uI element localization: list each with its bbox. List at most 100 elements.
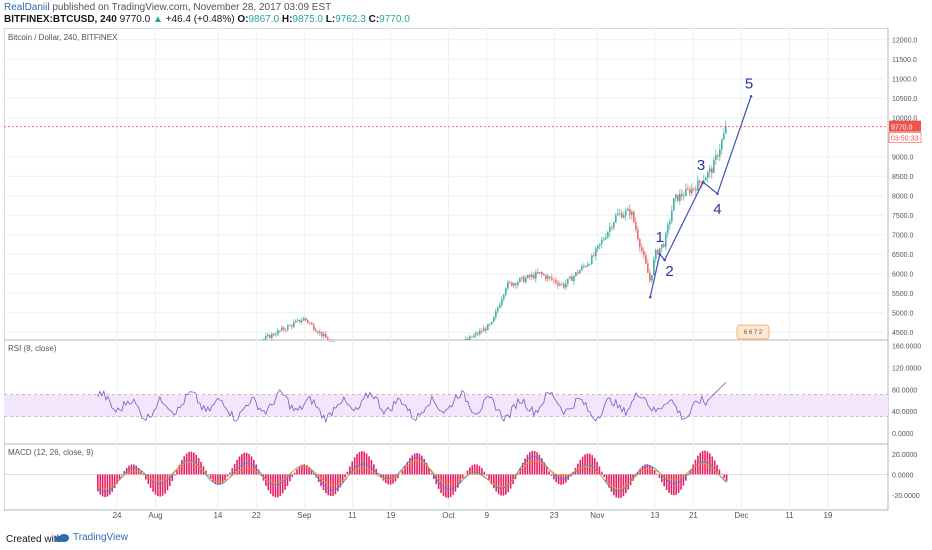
macd-histogram-bar <box>286 474 289 486</box>
footer: Created with TradingView <box>0 530 932 550</box>
wave-point <box>663 258 666 262</box>
candle-body <box>553 279 555 281</box>
candle-body <box>711 168 713 174</box>
macd-histogram-bar <box>598 466 601 475</box>
candle-body <box>513 283 515 286</box>
candle-body <box>707 171 709 178</box>
macd-histogram-bar <box>440 474 442 493</box>
candle-body <box>675 194 677 199</box>
candle-body <box>639 239 641 248</box>
macd-histogram-bar <box>368 456 370 475</box>
macd-histogram-bar <box>97 474 99 492</box>
macd-histogram-bar <box>109 474 111 495</box>
macd-histogram-bar <box>445 474 447 498</box>
macd-histogram-bar <box>677 474 680 493</box>
macd-histogram-bar <box>601 471 603 475</box>
candle-body <box>635 222 637 230</box>
price-tick-label: 10500.0 <box>892 96 917 103</box>
price-tick-label: 11000.0 <box>892 77 917 84</box>
macd-histogram-bar <box>553 474 555 480</box>
x-tick-label: 19 <box>823 511 832 520</box>
candle-body <box>661 244 663 249</box>
macd-histogram-bar <box>169 474 171 487</box>
macd-histogram-bar <box>99 474 102 495</box>
candle-body <box>677 194 679 201</box>
candle-body <box>493 316 495 322</box>
macd-histogram-bar <box>608 474 610 488</box>
macd-histogram-bar <box>272 474 274 497</box>
macd-histogram-bar <box>260 474 262 476</box>
macd-histogram-bar <box>526 454 529 475</box>
macd-histogram-bar <box>682 474 685 486</box>
candle-body <box>511 282 513 286</box>
candle-body <box>515 283 517 286</box>
open-value: 9867.0 <box>248 14 280 25</box>
candle-body <box>709 168 711 172</box>
macd-histogram-bar <box>269 474 272 494</box>
macd-histogram-bar <box>279 474 282 496</box>
candle-body <box>485 328 487 331</box>
price-tick-label: 11500.0 <box>892 57 917 64</box>
macd-histogram-bar <box>188 451 190 475</box>
macd-histogram-bar <box>521 462 524 475</box>
macd-histogram-bar <box>483 471 486 475</box>
candle-body <box>719 149 721 157</box>
wave-point <box>749 94 753 98</box>
macd-tick-label: -20.0000 <box>892 493 920 500</box>
candle-body <box>691 188 693 194</box>
author-link[interactable]: RealDaniil <box>4 2 50 13</box>
macd-histogram-bar <box>639 468 642 475</box>
candle-body <box>525 278 527 283</box>
macd-histogram-bar <box>447 474 450 498</box>
macd-histogram-bar <box>725 474 728 482</box>
open-label: O: <box>237 14 249 25</box>
chart-area[interactable]: 24 Aug 14 22 Sep 11 19 Oct 9 23 Nov 13 21 Dec 11 19 1200… <box>3 27 924 528</box>
candle-body <box>289 325 291 326</box>
macd-histogram-bar <box>130 464 133 475</box>
macd-histogram-bar <box>149 474 152 489</box>
candle-body <box>265 336 267 340</box>
candle-body <box>269 334 271 339</box>
wave-label-1: 1 <box>656 229 664 246</box>
cloud-icon <box>55 533 69 542</box>
candle-body <box>539 272 541 274</box>
tradingview-brand[interactable]: TradingView <box>54 532 128 543</box>
macd-histogram-bar <box>229 472 231 475</box>
candle-body <box>301 320 303 323</box>
candle-body <box>631 211 633 215</box>
candle-body <box>589 264 591 265</box>
macd-histogram-bar <box>394 474 397 482</box>
candle-body <box>491 321 493 325</box>
macd-histogram-bar <box>550 474 553 476</box>
candle-body <box>667 224 669 234</box>
macd-histogram-bar <box>137 468 140 475</box>
candle-body <box>647 263 649 273</box>
macd-histogram-bar <box>490 474 493 485</box>
macd-histogram-bar <box>157 474 159 497</box>
macd-histogram-bar <box>298 466 301 475</box>
macd-histogram-bar <box>555 474 558 483</box>
macd-histogram-bar <box>495 474 498 492</box>
macd-histogram-bar <box>308 466 310 475</box>
candle-body <box>533 274 535 279</box>
candle-body <box>551 277 553 280</box>
candle-body <box>673 198 675 211</box>
macd-histogram-bar <box>596 461 598 475</box>
price-tick-label: 6000.0 <box>892 272 914 279</box>
chart-svg[interactable]: 24 Aug 14 22 Sep 11 19 Oct 9 23 Nov 13 21 Dec 11 191200… <box>3 27 924 528</box>
macd-histogram-bar <box>723 474 726 478</box>
macd-histogram-bar <box>685 474 687 481</box>
macd-histogram-bar <box>428 468 430 475</box>
macd-histogram-bar <box>409 458 411 475</box>
candle-body <box>643 251 645 256</box>
candle-body <box>563 283 565 288</box>
candle-body <box>279 330 281 332</box>
x-tick-label: 21 <box>689 511 698 520</box>
macd-histogram-bar <box>433 474 435 479</box>
macd-histogram-bar <box>497 474 500 495</box>
macd-histogram-bar <box>111 474 114 492</box>
macd-histogram-bar <box>365 453 368 475</box>
macd-histogram-bar <box>625 474 627 494</box>
x-tick-label: 11 <box>785 511 794 520</box>
candle-body <box>305 318 307 321</box>
